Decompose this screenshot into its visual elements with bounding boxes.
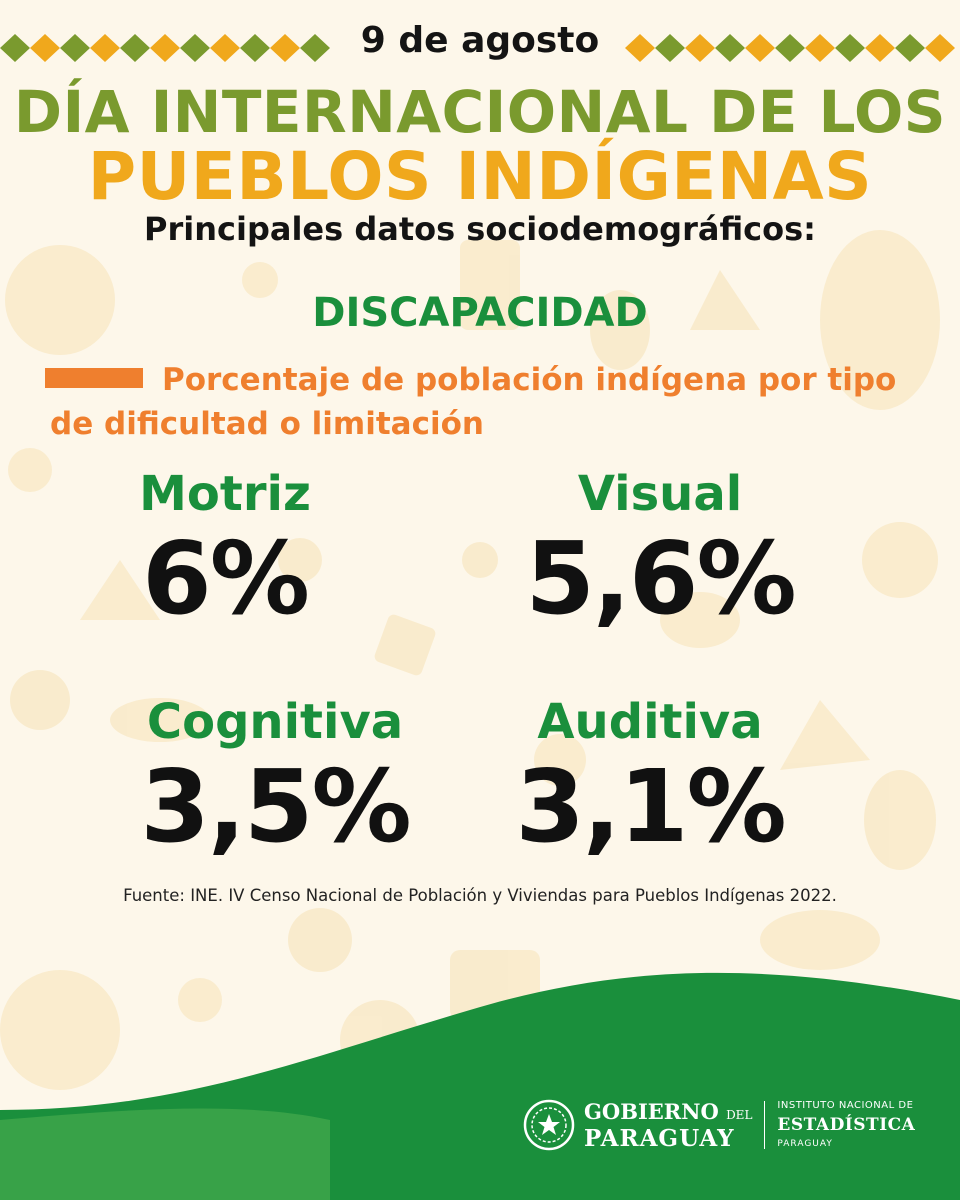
footer-wave <box>0 972 960 1200</box>
gov-line-1: GOBIERNO <box>584 1098 719 1124</box>
stat-value-cognitiva: 3,5% <box>140 748 411 865</box>
right-zigzag-band <box>625 34 955 62</box>
stat-label-cognitiva: Cognitiva <box>146 694 404 750</box>
gov-line-2: PARAGUAY <box>584 1124 735 1152</box>
ine-line-2: ESTADÍSTICA <box>777 1115 916 1135</box>
stat-label-auditiva: Auditiva <box>537 694 763 750</box>
logo-divider <box>764 1101 766 1149</box>
stat-label-visual: Visual <box>577 466 743 522</box>
ine-line-3: PARAGUAY <box>777 1139 833 1149</box>
stat-value-visual: 5,6% <box>525 520 796 637</box>
legend-swatch <box>45 368 143 388</box>
ine-wordmark: INSTITUTO NACIONAL DE ESTADÍSTICA PARAGU… <box>777 1098 915 1152</box>
left-zigzag-band <box>0 30 330 66</box>
government-wordmark: GOBIERNO DEL PARAGUAY <box>584 1098 753 1152</box>
title-line-1: DÍA INTERNACIONAL DE LOS <box>13 78 947 146</box>
government-seal-icon <box>523 1099 575 1151</box>
legend-text: Porcentaje de población indígena por tip… <box>50 362 897 442</box>
subtitle: Principales datos sociodemográficos: <box>144 210 816 248</box>
stat-value-auditiva: 3,1% <box>515 748 786 865</box>
ine-line-1: INSTITUTO NACIONAL DE <box>777 1100 914 1111</box>
stat-value-motriz: 6% <box>142 520 310 637</box>
date-heading: 9 de agosto <box>360 20 600 61</box>
stat-label-motriz: Motriz <box>139 466 311 522</box>
gov-del: DEL <box>726 1107 753 1122</box>
section-title: DISCAPACIDAD <box>312 290 648 336</box>
footer-logos: GOBIERNO DEL PARAGUAY INSTITUTO NACIONAL… <box>522 1095 915 1155</box>
title-line-2: PUEBLOS INDÍGENAS <box>87 138 873 215</box>
source-note: Fuente: INE. IV Censo Nacional de Poblac… <box>123 886 837 905</box>
